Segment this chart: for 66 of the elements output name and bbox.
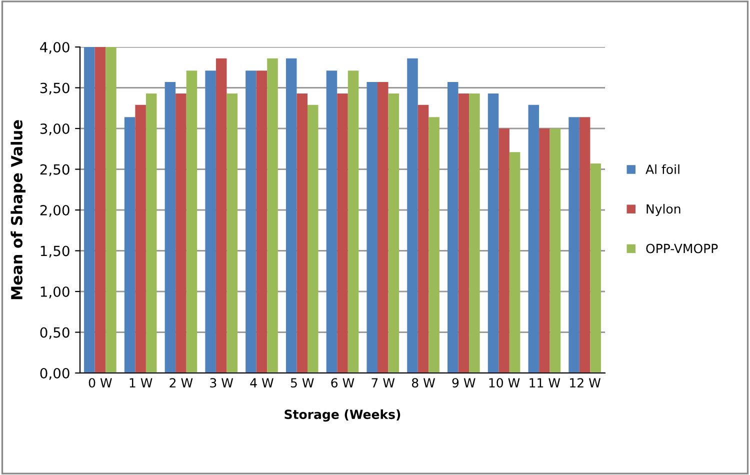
bar <box>550 128 561 373</box>
bar <box>498 128 510 373</box>
bar <box>366 82 378 373</box>
x-tick-label: 9 W <box>452 378 476 388</box>
y-tick-label: 2,00 <box>40 204 70 217</box>
y-tick-label: 4,00 <box>40 42 70 54</box>
bar <box>186 70 198 373</box>
legend-label: Nylon <box>646 204 680 216</box>
bar <box>308 104 318 373</box>
x-tick-label: 3 W <box>210 378 234 388</box>
y-tick-label: 0,50 <box>40 327 70 340</box>
bar <box>216 58 227 373</box>
y-tick-label: 1,50 <box>40 246 70 258</box>
y-axis-title: Mean of Shape Value <box>10 120 26 300</box>
bar <box>124 117 136 373</box>
x-tick-label: 10 W <box>489 378 520 388</box>
bar <box>286 58 297 373</box>
bar <box>164 82 176 373</box>
bar <box>458 93 470 373</box>
bar <box>246 70 256 373</box>
bar <box>337 93 348 373</box>
bar <box>407 58 418 373</box>
bar <box>135 104 146 373</box>
bar <box>539 128 550 373</box>
bar <box>348 70 359 373</box>
bar <box>528 104 540 373</box>
bar <box>106 47 116 373</box>
x-tick-label: 5 W <box>290 378 314 388</box>
bar <box>326 70 338 373</box>
bar <box>146 93 157 373</box>
bar <box>84 47 95 373</box>
y-tick-label: 2,50 <box>40 164 70 176</box>
bar <box>448 82 458 373</box>
bar <box>176 93 186 373</box>
bar <box>388 93 400 373</box>
x-tick-label: 7 W <box>372 378 395 388</box>
bar <box>378 82 388 373</box>
x-tick-label: 12 W <box>570 378 601 388</box>
x-axis-title: Storage (Weeks) <box>284 409 400 422</box>
bar <box>579 117 590 373</box>
x-tick-label: 2 W <box>170 378 193 388</box>
bar <box>205 70 216 373</box>
x-tick-label: 1 W <box>130 378 152 388</box>
bar <box>428 117 440 373</box>
bar <box>469 93 480 373</box>
y-tick-label: 3,00 <box>40 123 70 136</box>
bar <box>590 164 601 373</box>
bar <box>509 152 520 373</box>
bar <box>267 58 278 373</box>
x-tick-label: 4 W <box>250 378 274 388</box>
x-tick-label: 11 W <box>530 378 560 388</box>
legend-label: OPP-VMOPP <box>646 244 718 254</box>
bar <box>296 93 308 373</box>
bar <box>488 93 499 373</box>
bar <box>568 117 580 373</box>
bar <box>256 70 268 373</box>
x-tick-label: 8 W <box>412 378 436 388</box>
bar <box>418 104 429 373</box>
y-tick-label: 3,50 <box>40 82 70 95</box>
bar <box>94 47 106 373</box>
legend-label: Al foil <box>646 164 680 174</box>
x-tick-label: 0 W <box>88 378 112 388</box>
bar <box>226 93 238 373</box>
y-tick-label: 0,00 <box>40 368 70 380</box>
x-tick-label: 6 W <box>331 378 354 388</box>
y-tick-label: 1,00 <box>40 286 70 298</box>
